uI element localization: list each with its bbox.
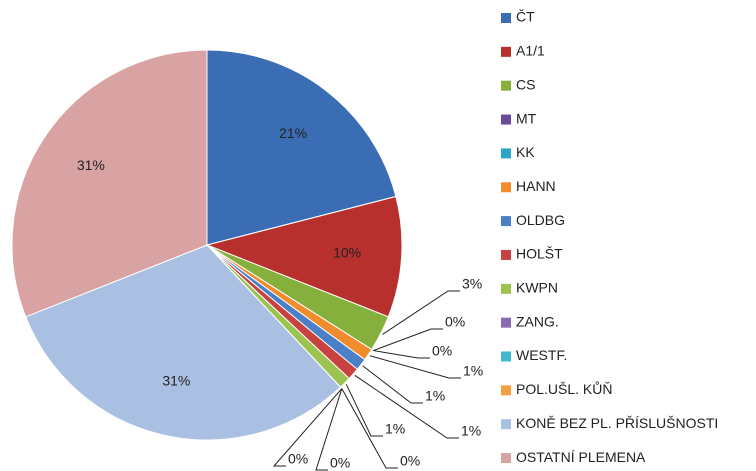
legend-swatch [501,13,511,23]
data-label: 1% [385,421,405,437]
legend-label: ČT [516,9,535,25]
pie-slice [25,244,342,441]
data-label: 10% [333,245,361,261]
data-label: 0% [445,314,465,330]
data-label: 1% [425,388,445,404]
legend-swatch [501,453,511,464]
data-label: 0% [330,455,350,471]
legend-label: MT [516,110,537,126]
legend-swatch [501,385,511,396]
legend-label: A1/1 [516,43,545,59]
data-label: 0% [288,451,308,467]
legend-swatch [501,80,511,91]
legend-label: POL.UŠL. KŮŇ [516,380,612,397]
legend-swatch [501,216,511,227]
legend-label: CS [516,76,535,92]
data-label: 0% [400,453,420,469]
legend-label: KK [516,144,535,160]
legend-swatch [501,351,511,362]
data-label: 3% [462,276,482,292]
leader-line [354,374,459,439]
legend-label: ZANG. [516,313,559,329]
legend-label: OSTATNÍ PLEMENA [516,449,646,465]
legend-label: KONĚ BEZ PL. PŘÍSLUŠNOSTI [516,415,718,431]
legend-label: HANN [516,178,556,194]
data-label: 0% [432,343,452,359]
data-label: 31% [162,373,190,389]
legend-label: WESTF. [516,347,567,363]
legend-label: HOLŠT [516,246,563,262]
legend-swatch [501,182,511,193]
legend-swatch [501,46,511,57]
legend-swatch [501,419,511,430]
legend-swatch [501,283,511,294]
leader-line [362,365,423,404]
pie-slice [11,49,208,318]
leader-line [345,384,383,437]
pie-slice [205,195,403,318]
data-label: 21% [279,125,307,141]
legend-label: OLDBG [516,212,565,228]
legend-swatch [501,317,511,328]
legend-swatch [501,148,511,159]
leader-line [369,355,461,379]
legend-swatch [501,249,511,260]
leader-line [272,388,343,467]
pie-slice [206,49,397,246]
data-label: 31% [77,157,105,173]
data-label: 1% [463,363,483,379]
leader-line [315,388,343,471]
leader-line [382,290,460,335]
legend-swatch [501,114,511,125]
data-label: 1% [461,423,481,439]
leader-line [373,350,430,359]
legend-label: KWPN [516,280,558,296]
leader-line [341,388,398,469]
leader-line [373,328,443,352]
